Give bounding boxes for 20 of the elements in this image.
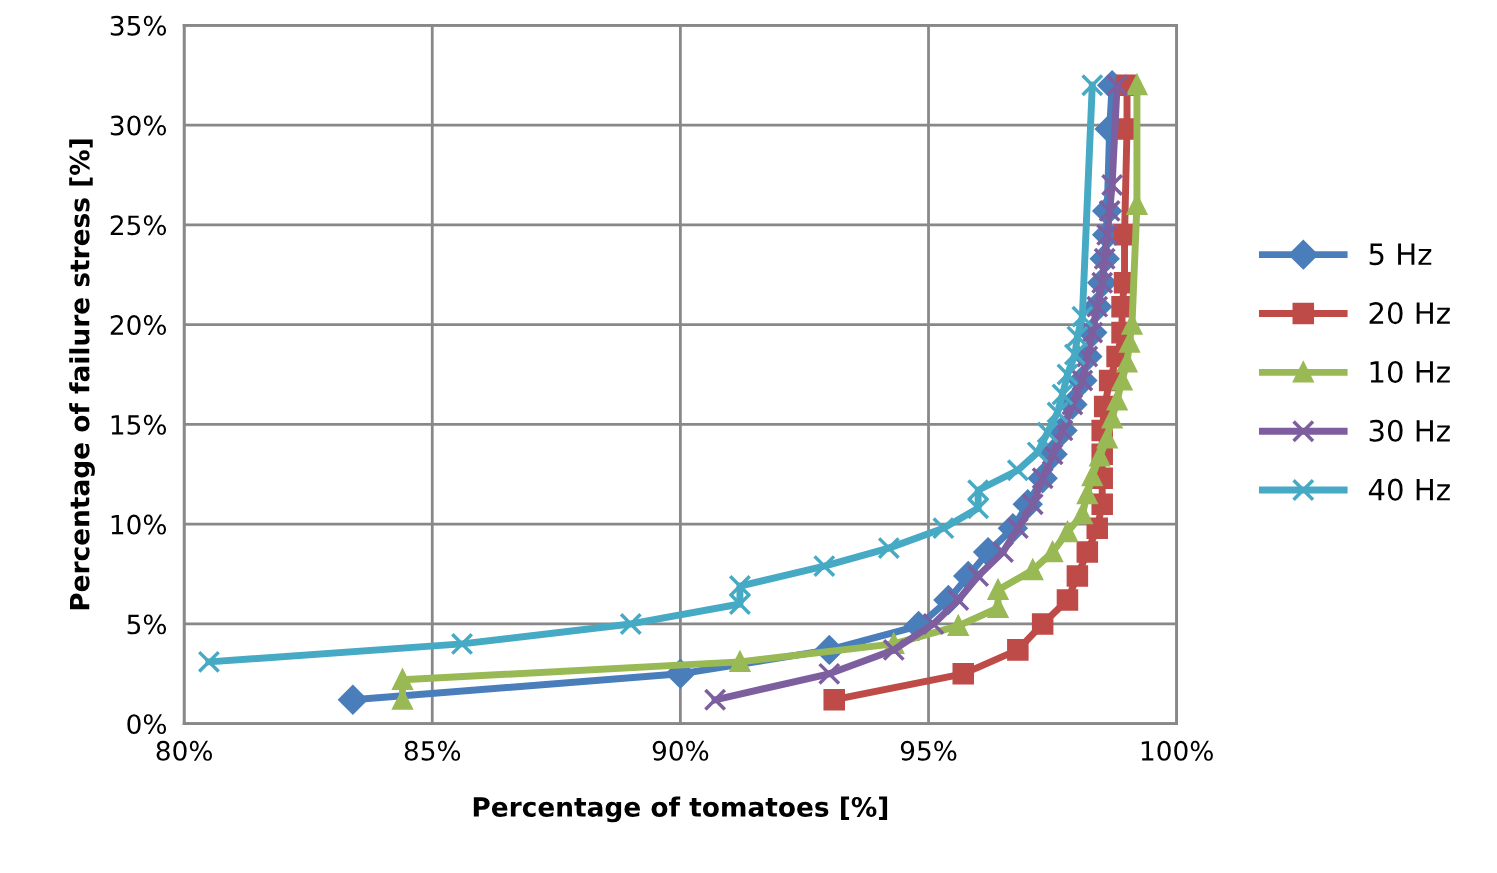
x-tick-label: 90% — [652, 740, 709, 761]
y-tick-label: 0% — [127, 714, 167, 735]
y-tick-label: 30% — [110, 115, 167, 136]
y-tick-label: 15% — [111, 414, 167, 435]
x-tick-label: 100% — [1141, 740, 1213, 761]
x-tick-label: 85% — [404, 740, 461, 761]
y-tick-label: 20% — [110, 315, 167, 336]
x-axis-title: Percentage of tomatoes [%] — [473, 796, 888, 823]
legend-label: 20 Hz — [1369, 302, 1450, 325]
y-axis-title: Percentage of failure stress [%] — [69, 139, 95, 610]
legend-label: 30 Hz — [1369, 419, 1450, 442]
y-tick-label: 35% — [110, 15, 167, 36]
y-tick-label: 10% — [111, 514, 167, 535]
legend-label: 40 Hz — [1368, 478, 1450, 501]
legend-label: 5 Hz — [1369, 243, 1432, 266]
y-tick-label: 25% — [110, 215, 167, 236]
legend-label: 10 Hz — [1370, 360, 1450, 383]
y-tick-label: 5% — [127, 614, 167, 635]
x-tick-label: 95% — [900, 740, 957, 761]
x-tick-label: 80% — [156, 740, 212, 761]
